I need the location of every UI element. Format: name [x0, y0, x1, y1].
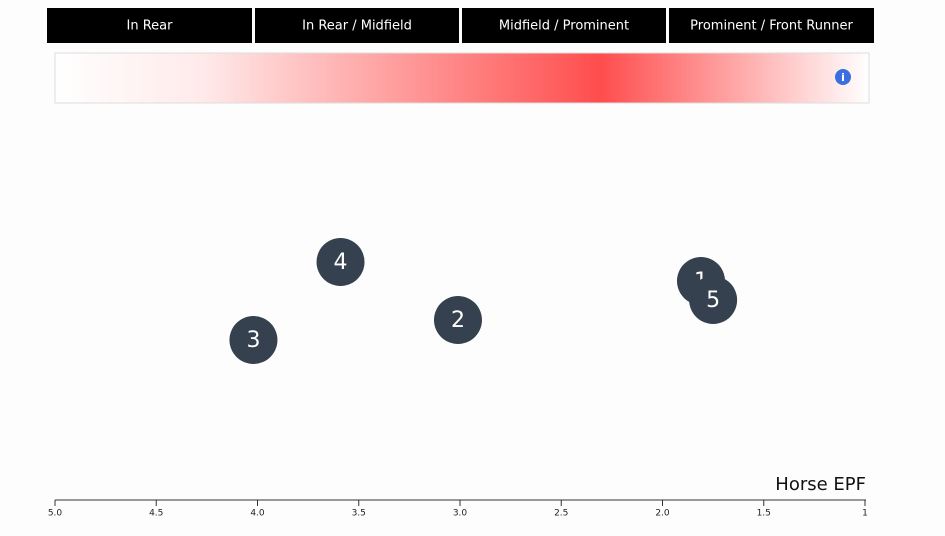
- horse-number: 4: [334, 250, 348, 275]
- section-label: In Rear: [127, 19, 174, 34]
- section-label: In Rear / Midfield: [302, 19, 412, 34]
- x-tick-label: 5.0: [48, 509, 63, 519]
- x-tick-label: 3.5: [352, 509, 366, 519]
- horse-marker: [689, 276, 738, 324]
- x-tick-label: 1.5: [757, 509, 771, 519]
- section-tab[interactable]: [462, 8, 666, 43]
- horse-number: 2: [451, 308, 465, 333]
- horse-marker: [316, 238, 365, 286]
- x-tick-label: 2.0: [655, 509, 670, 519]
- section-tab[interactable]: [255, 8, 459, 43]
- section-label: Prominent / Front Runner: [690, 19, 853, 34]
- x-tick-label: 3.0: [453, 509, 468, 519]
- section-label: Midfield / Prominent: [499, 19, 629, 34]
- section-tab[interactable]: [47, 8, 252, 43]
- x-tick-label: 1: [862, 509, 868, 519]
- x-tick-label: 4.5: [149, 509, 163, 519]
- horse-number: 3: [246, 328, 260, 353]
- x-tick-label: 2.5: [554, 509, 568, 519]
- pace-gradient: [54, 52, 870, 104]
- horse-marker: [229, 316, 278, 364]
- horse-marker: [433, 296, 482, 344]
- horse-number: 5: [706, 288, 720, 313]
- x-tick-label: 4.0: [250, 509, 265, 519]
- info-glyph: i: [841, 71, 845, 84]
- info-icon[interactable]: [835, 69, 851, 85]
- section-tab[interactable]: [669, 8, 874, 43]
- x-axis-label: Horse EPF: [775, 474, 866, 495]
